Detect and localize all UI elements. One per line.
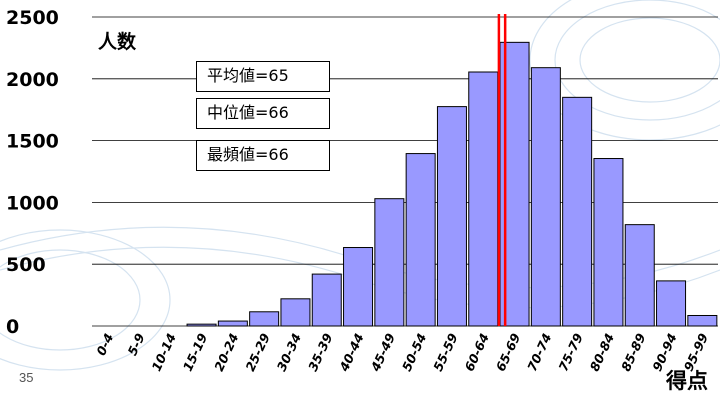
x-tick-label: 80-84: [587, 331, 617, 374]
x-tick-label: 60-64: [461, 331, 491, 374]
x-tick-label: 40-44: [336, 331, 367, 374]
x-tick-label: 85-89: [618, 331, 649, 374]
x-tick-label: 10-14: [148, 331, 178, 374]
mean-annotation: 平均値=65: [196, 61, 330, 92]
x-tick-label: 25-29: [242, 331, 273, 374]
x-tick-label: 75-79: [555, 331, 586, 374]
x-tick-label: 35-39: [305, 331, 336, 374]
x-axis-label: 得点: [665, 369, 708, 393]
y-axis-label: 人数: [98, 30, 137, 53]
reference-lines: [497, 14, 507, 326]
x-tick-label: 0-4: [93, 331, 116, 358]
median-annotation: 中位値=66: [196, 98, 330, 129]
bar: [530, 67, 561, 327]
bar: [405, 153, 436, 327]
y-tick-label: 2500: [6, 7, 59, 29]
bar: [249, 311, 280, 327]
bars: [186, 41, 718, 327]
bar: [374, 198, 405, 327]
x-tick-label: 55-59: [430, 331, 461, 374]
bar: [436, 106, 467, 327]
y-tick-label: 500: [6, 254, 46, 276]
bar: [311, 273, 342, 327]
y-tick-label: 0: [6, 316, 19, 338]
x-tick-label: 90-94: [649, 331, 679, 374]
x-tick-label: 30-34: [274, 331, 304, 374]
x-tick-label: 5-9: [125, 331, 148, 358]
x-tick-labels: 0-4 5-9 10-14 15-19 20-24 25-29 30-34 35-39 40-4…: [93, 331, 720, 375]
slide-number: 35: [19, 370, 34, 385]
bar: [217, 320, 248, 327]
y-tick-labels: 0 500 1000 1500 2000 2500: [6, 7, 59, 338]
bar: [343, 247, 374, 327]
bar: [687, 314, 718, 327]
bar: [468, 71, 499, 327]
x-tick-label: 20-24: [211, 331, 241, 374]
bar: [280, 298, 311, 327]
bar: [593, 158, 624, 327]
x-tick-label: 95-99: [681, 331, 712, 374]
bar: [186, 323, 217, 327]
y-tick-label: 1000: [6, 192, 59, 214]
bar: [562, 96, 593, 327]
gridlines: [92, 16, 718, 327]
bar: [656, 280, 687, 327]
x-tick-label: 45-49: [367, 331, 398, 375]
y-tick-label: 2000: [6, 69, 59, 91]
bar: [624, 224, 655, 327]
x-tick-label: 65-69: [493, 331, 524, 374]
x-tick-label: 15-19: [180, 331, 211, 374]
mode-annotation: 最頻値=66: [196, 140, 330, 171]
y-tick-label: 1500: [6, 131, 59, 153]
x-tick-label: 50-54: [399, 331, 429, 374]
x-tick-label: 70-74: [524, 331, 554, 374]
